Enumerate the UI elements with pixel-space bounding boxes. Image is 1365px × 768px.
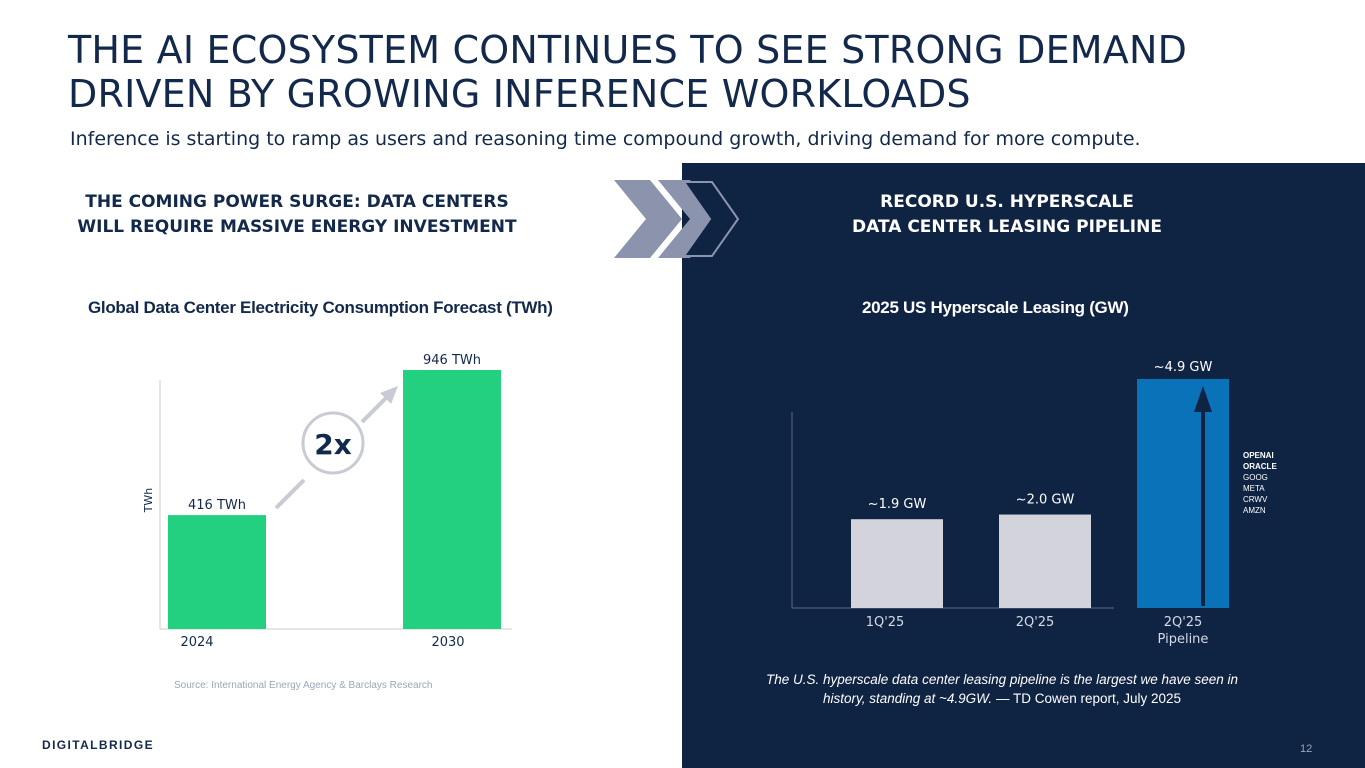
quote-block: The U.S. hyperscale data center leasing … — [752, 670, 1252, 708]
growth-arrow-line-upper — [360, 396, 388, 424]
pipeline-company: GOOG — [1243, 473, 1268, 482]
page-title-line-2: DRIVEN BY GROWING INFERENCE WORKLOADS — [68, 72, 971, 116]
leasing-data-label: ~2.0 GW — [1016, 493, 1075, 508]
left-heading-line-2: WILL REQUIRE MASSIVE ENERGY INVESTMENT — [77, 217, 517, 237]
digitalbridge-logo: DIGITALBRIDGE — [42, 738, 154, 752]
leasing-data-label: ~4.9 GW — [1154, 360, 1213, 375]
pipeline-company: AMZN — [1243, 506, 1266, 515]
growth-arrow-line — [274, 478, 306, 510]
pipeline-arrow-up-icon — [1194, 386, 1212, 412]
electricity-y-label: TWh — [142, 488, 155, 514]
right-heading-line-1: RECORD U.S. HYPERSCALE — [880, 192, 1134, 212]
leasing-data-label: ~1.9 GW — [868, 497, 927, 512]
pipeline-company: OPENAI — [1243, 451, 1274, 460]
left-heading-line-1: THE COMING POWER SURGE: DATA CENTERS — [85, 192, 509, 212]
leasing-bar — [999, 514, 1091, 608]
page-subtitle: Inference is starting to ramp as users a… — [70, 128, 1141, 150]
electricity-data-label: 946 TWh — [423, 353, 481, 368]
source-note: Source: International Energy Agency & Ba… — [174, 680, 433, 691]
electricity-chart-title: Global Data Center Electricity Consumpti… — [88, 298, 553, 317]
leasing-category-label: 2Q'25 Pipeline — [1158, 615, 1209, 647]
leasing-category-label: 2Q'25 — [1016, 615, 1055, 630]
dark-panel — [682, 163, 1365, 768]
leasing-category-label: 1Q'25 — [866, 615, 905, 630]
right-section-heading: RECORD U.S. HYPERSCALE DATA CENTER LEASI… — [820, 190, 1194, 240]
electricity-chart: TWh 416 TWh 2024 946 TWh 2030 2x — [142, 353, 512, 650]
electricity-bar — [168, 515, 266, 629]
page-title: THE AI ECOSYSTEM CONTINUES TO SEE STRONG… — [68, 28, 1248, 116]
leasing-bar — [851, 519, 943, 608]
growth-arrow-head-icon — [380, 386, 398, 404]
leasing-chart: ~1.9 GW 1Q'25 ~2.0 GW 2Q'25 ~4.9 GW 2Q'25 Pipe… — [791, 360, 1229, 647]
pipeline-company: META — [1243, 484, 1265, 493]
page-title-line-1: THE AI ECOSYSTEM CONTINUES TO SEE STRONG… — [68, 28, 1188, 72]
multiplier-circle — [301, 411, 365, 475]
quote-attribution: — TD Cowen report, July 2025 — [992, 691, 1182, 706]
electricity-category-label: 2024 — [180, 635, 213, 650]
electricity-category-label: 2030 — [431, 635, 464, 650]
pipeline-companies-list: OPENAI ORACLE GOOG META CRWV AMZN — [1243, 450, 1277, 516]
right-heading-line-2: DATA CENTER LEASING PIPELINE — [852, 217, 1162, 237]
electricity-bar — [403, 370, 501, 629]
left-section-heading: THE COMING POWER SURGE: DATA CENTERS WIL… — [62, 190, 532, 240]
page-number: 12 — [1300, 743, 1313, 755]
electricity-data-label: 416 TWh — [188, 498, 246, 513]
leasing-bar — [1137, 379, 1229, 608]
pipeline-company: ORACLE — [1243, 462, 1277, 471]
leasing-chart-title: 2025 US Hyperscale Leasing (GW) — [862, 298, 1129, 317]
chevron-arrows-icon — [614, 180, 740, 258]
multiplier-label: 2x — [314, 428, 352, 461]
quote-text: The U.S. hyperscale data center leasing … — [765, 672, 1239, 706]
pipeline-company: CRWV — [1243, 495, 1268, 504]
